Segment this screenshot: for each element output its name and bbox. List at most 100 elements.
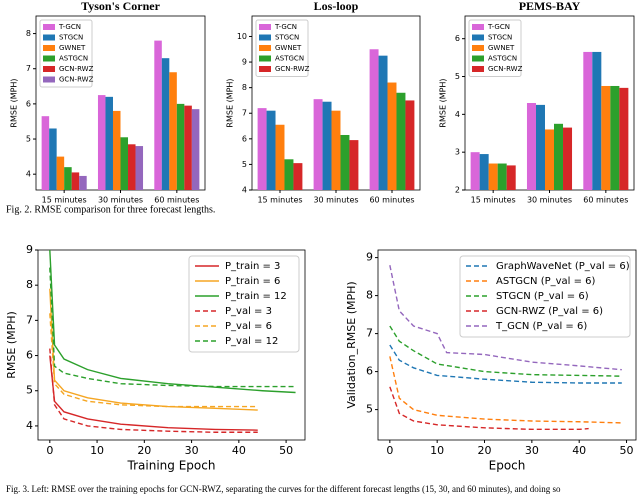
legend-box [188,255,300,353]
bar [49,128,57,190]
legend-label: GWNET [275,44,302,52]
y-tick-label: 8 [26,278,33,291]
bar [161,58,170,190]
line-series [389,265,622,371]
line-series [389,325,622,377]
line-series [389,386,589,431]
y-tick-label: 9 [366,251,373,264]
bar [169,72,177,190]
legend-label: STGCN [275,34,299,42]
bar [284,159,294,190]
y-tick-label: 5 [242,160,247,169]
bar [56,156,65,190]
x-tick-label: 15 minutes [471,196,516,205]
line-series [49,355,258,431]
y-tick-label: 8 [26,29,31,38]
y-tick-label: 5 [366,403,373,416]
legend-label: ASTGCN [488,55,517,63]
bar [191,109,200,190]
y-tick-label: 9 [26,243,33,256]
legend-swatch [259,45,271,51]
plot-frame [37,249,306,441]
legend-label: T-GCN [58,23,81,31]
y-tick-label: 2 [455,186,460,195]
legend-swatch [259,55,271,62]
bar [120,137,129,190]
line-series [389,356,622,424]
legend-label: ASTGCN [275,55,304,63]
legend-box [255,19,309,77]
bar [41,116,50,190]
legend-label: P_val = 12 [225,336,278,347]
legend-label: GraphWaveNet (P_val = 6) [496,261,630,272]
chart-title: PEMS-BAY [519,0,581,13]
bar [369,49,379,190]
x-tick-label: 30 [525,444,539,457]
bar [601,85,611,190]
y-tick-label: 6 [366,365,373,378]
bar [349,140,359,190]
y-axis-label: RMSE (MPH) [439,78,448,127]
bar [176,103,185,190]
bar [64,167,72,190]
bar [340,134,350,190]
legend-box [468,19,522,77]
x-tick-label: 40 [572,444,586,457]
y-axis-label: RMSE (MPH) [5,311,18,379]
x-axis-label: Training Epoch [127,459,216,473]
bar [71,172,80,190]
legend-label: P_train = 3 [225,261,280,272]
x-tick-label: 15 minutes [42,196,87,205]
y-tick-label: 7 [366,327,373,340]
x-tick-label: 10 [430,444,444,457]
bar [387,82,397,190]
legend-label: ASTGCN [59,55,88,63]
bar [583,51,593,190]
x-tick-label: 40 [232,444,246,457]
legend-label: T-GCN [274,23,297,31]
bar [405,100,415,190]
bar [135,146,144,190]
bar [105,96,113,190]
bar [610,85,620,190]
legend-label: P_val = 3 [225,306,272,317]
bar [497,163,507,190]
bar [470,152,480,190]
x-tick-label: 20 [478,444,492,457]
line-series [49,267,296,388]
y-tick-label: 6 [26,349,33,362]
legend-swatch [472,24,484,30]
legend-label: GWNET [59,44,86,52]
legend-label: GCN-RWZ (P_val = 6) [496,306,603,317]
chart-title: Los-loop [314,0,359,13]
plot-frame [377,249,637,441]
x-tick-label: 30 [185,444,199,457]
x-tick-label: 0 [386,444,393,457]
bar [275,124,285,190]
legend-swatch [259,66,271,72]
legend-label: P_train = 6 [225,276,280,287]
y-axis-label: Validation_RMSE (MPH) [345,281,358,408]
y-tick-label: 5 [26,384,33,397]
bar [396,92,406,190]
chart-title: Tyson's Corner [81,0,160,13]
legend-label: P_val = 6 [225,321,272,332]
bar [506,165,516,190]
bar [554,123,564,190]
x-tick-label: 60 minutes [369,196,414,205]
legend-swatch [43,55,55,62]
bar [619,87,629,190]
x-tick-label: 60 minutes [583,196,628,205]
bar [184,105,192,190]
legend-label: GWNET [488,44,515,52]
caption: Fig. 3. Left: RMSE over the training epo… [6,484,561,494]
bar [488,163,498,190]
legend-label: GCN-RWZ [488,65,523,73]
legend-label: T-GCN [487,23,510,31]
legend-label: GCN-RWZ [59,76,94,84]
legend-label: ASTGCN (P_val = 6) [496,276,596,287]
legend-swatch [43,34,55,41]
legend-swatch [43,66,55,72]
y-tick-label: 4 [455,110,460,119]
